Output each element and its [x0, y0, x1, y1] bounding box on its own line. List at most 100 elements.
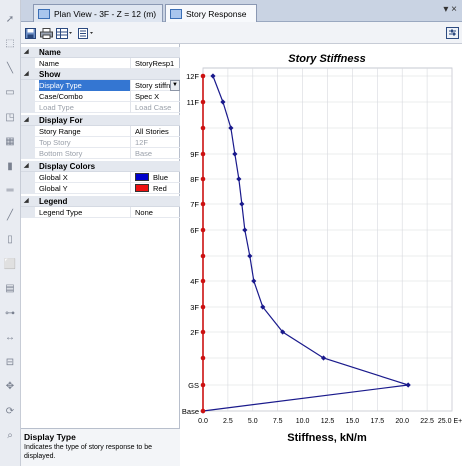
category-show[interactable]: ◢ Show	[21, 69, 180, 80]
y-tick-label: 3F	[190, 303, 199, 312]
zoom-icon[interactable]: ⌕	[7, 430, 13, 441]
property-name: Load Type	[39, 102, 131, 113]
line-icon[interactable]: ╲	[6, 62, 14, 74]
data-point	[200, 304, 206, 310]
collapse-icon[interactable]: ◢	[24, 163, 29, 169]
print-icon[interactable]	[39, 26, 53, 40]
y-tick-label: 11F	[187, 98, 200, 107]
data-point	[200, 201, 206, 207]
category-display-colors[interactable]: ◢ Display Colors	[21, 161, 180, 172]
save-icon[interactable]	[24, 26, 36, 40]
y-tick-label: 4F	[190, 277, 199, 286]
property-grid: ◢ Name Name StoryResp1 ◢ Show Display Ty…	[21, 44, 180, 466]
property-value[interactable]: All Stories	[135, 127, 169, 136]
y-tick-label: 12F	[186, 72, 199, 81]
property-name: Story Range	[39, 126, 131, 137]
color-picker-global-y[interactable]: Red	[135, 183, 180, 194]
pan-icon[interactable]: ✥	[5, 381, 15, 392]
help-title: Display Type	[24, 432, 76, 442]
property-row-global-y[interactable]: Global Y Red	[21, 183, 180, 194]
series-line-global-x	[202, 75, 409, 412]
data-point	[200, 382, 206, 388]
property-row-case-combo[interactable]: Case/Combo Spec X	[21, 91, 180, 102]
collapse-icon[interactable]: ◢	[24, 71, 29, 77]
pane-close-icon[interactable]: ▾ ×	[443, 4, 457, 15]
property-name: Top Story	[39, 137, 131, 148]
link-icon[interactable]: ⊶	[5, 307, 15, 319]
help-text: Indicates the type of story response to …	[24, 444, 153, 460]
left-toolbar: ➚ ⬚ ╲ ▭ ◳ ▦ ▮ ═ ╱ ▯ ⬜ ▤ ⊶ ↔ ⊟ ✥ ⟳ ⌕	[0, 0, 21, 466]
data-point	[251, 278, 257, 284]
property-row-name[interactable]: Name StoryResp1	[21, 58, 180, 69]
x-tick-label: 22.5	[420, 418, 434, 425]
slab-icon[interactable]: ▤	[5, 283, 15, 294]
data-point	[200, 125, 206, 131]
x-tick-label: 20.0	[395, 418, 409, 425]
story-response-icon	[170, 8, 182, 19]
story-stiffness-chart: Story Stiffness 0.0 2.5 5.0 7.5 10.0 12.5 15.0 1…	[180, 44, 462, 466]
pointer-icon[interactable]: ➚	[5, 13, 15, 25]
beam-icon[interactable]: ═	[6, 185, 14, 196]
data-point	[200, 355, 206, 361]
y-tick-label: 6F	[190, 226, 199, 235]
y-tick-label: Base	[182, 407, 199, 416]
data-point	[200, 253, 206, 259]
display-type-select[interactable]: Story stiffness	[135, 80, 180, 91]
property-row-legend-type[interactable]: Legend Type None	[21, 207, 180, 218]
rotate-icon[interactable]: ⟳	[5, 405, 15, 417]
column-icon[interactable]: ▮	[7, 160, 13, 172]
tab-story-response[interactable]: Story Response	[165, 4, 257, 22]
options-icon[interactable]	[445, 26, 459, 40]
color-picker-global-x[interactable]: Blue	[135, 172, 180, 183]
tab-plan-view-label: Plan View - 3F - Z = 12 (m)	[54, 8, 157, 19]
property-row-global-x[interactable]: Global X Blue	[21, 172, 180, 183]
property-help-panel: Display Type Indicates the type of story…	[21, 428, 180, 466]
property-row-story-range[interactable]: Story Range All Stories	[21, 126, 180, 137]
grid-icon[interactable]: ▦	[5, 136, 15, 147]
section-icon[interactable]: ⊟	[5, 356, 15, 368]
property-value[interactable]: Spec X	[135, 92, 160, 101]
rectangle-icon[interactable]: ▭	[5, 87, 15, 98]
property-row-display-type[interactable]: Display Type Story stiffness ▼	[21, 80, 180, 91]
area-icon[interactable]: ◳	[5, 111, 15, 123]
category-name[interactable]: ◢ Name	[21, 47, 180, 58]
x-tick-label: 12.5	[321, 418, 335, 425]
data-point	[228, 125, 234, 131]
command-toolbar	[21, 22, 462, 44]
property-value[interactable]: None	[135, 208, 153, 217]
y-tick-label: 7F	[190, 200, 199, 209]
category-display-for[interactable]: ◢ Display For	[21, 115, 180, 126]
property-name: Legend Type	[39, 207, 131, 218]
x-tick-label: 17.5	[370, 418, 384, 425]
property-name: Name	[39, 58, 131, 69]
opening-icon[interactable]: ⬜	[3, 258, 17, 270]
x-tick-label: 0.0	[198, 418, 208, 425]
category-legend[interactable]: ◢ Legend	[21, 196, 180, 207]
category-label: Legend	[39, 197, 68, 206]
data-point	[200, 278, 206, 284]
table-view-dropdown[interactable]	[55, 26, 73, 40]
data-point	[200, 408, 206, 414]
tab-plan-view[interactable]: Plan View - 3F - Z = 12 (m)	[33, 4, 163, 22]
collapse-icon[interactable]: ◢	[24, 198, 29, 204]
x-axis-label: Stiffness, kN/m	[287, 432, 367, 444]
property-value[interactable]: StoryResp1	[135, 59, 175, 68]
property-value: Load Case	[135, 103, 172, 112]
tab-story-response-label: Story Response	[186, 8, 247, 19]
property-row-bottom-story: Bottom Story Base	[21, 148, 180, 159]
select-icon[interactable]: ⬚	[5, 38, 15, 49]
wall-icon[interactable]: ▯	[7, 234, 13, 245]
collapse-icon[interactable]: ◢	[24, 49, 29, 55]
collapse-icon[interactable]: ◢	[24, 117, 29, 123]
data-point	[239, 201, 245, 207]
plan-view-icon	[38, 8, 50, 19]
brace-icon[interactable]: ╱	[6, 209, 14, 221]
chevron-down-icon[interactable]: ▼	[170, 80, 180, 91]
dimension-icon[interactable]: ↔	[5, 332, 15, 343]
data-point	[200, 176, 206, 182]
data-point	[280, 329, 286, 335]
data-point	[232, 151, 238, 157]
export-dropdown[interactable]	[77, 26, 95, 40]
data-point	[242, 227, 248, 233]
y-tick-label: 2F	[190, 328, 199, 337]
